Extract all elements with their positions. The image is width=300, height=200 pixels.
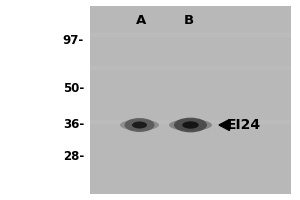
Polygon shape [219,119,230,130]
Text: 28-: 28- [63,150,84,164]
Text: EI24: EI24 [226,118,261,132]
Bar [90,120,291,124]
Bar [90,66,291,70]
Ellipse shape [120,119,159,131]
Text: 97-: 97- [63,33,84,46]
Bar [90,33,291,37]
Text: 36-: 36- [63,118,84,132]
Ellipse shape [124,118,154,132]
Text: 50-: 50- [63,82,84,95]
Ellipse shape [174,118,207,132]
Text: A: A [136,14,146,27]
Ellipse shape [132,121,147,129]
Ellipse shape [182,121,199,129]
Text: B: B [184,14,194,27]
Ellipse shape [169,119,212,131]
Bar [90,6,291,194]
